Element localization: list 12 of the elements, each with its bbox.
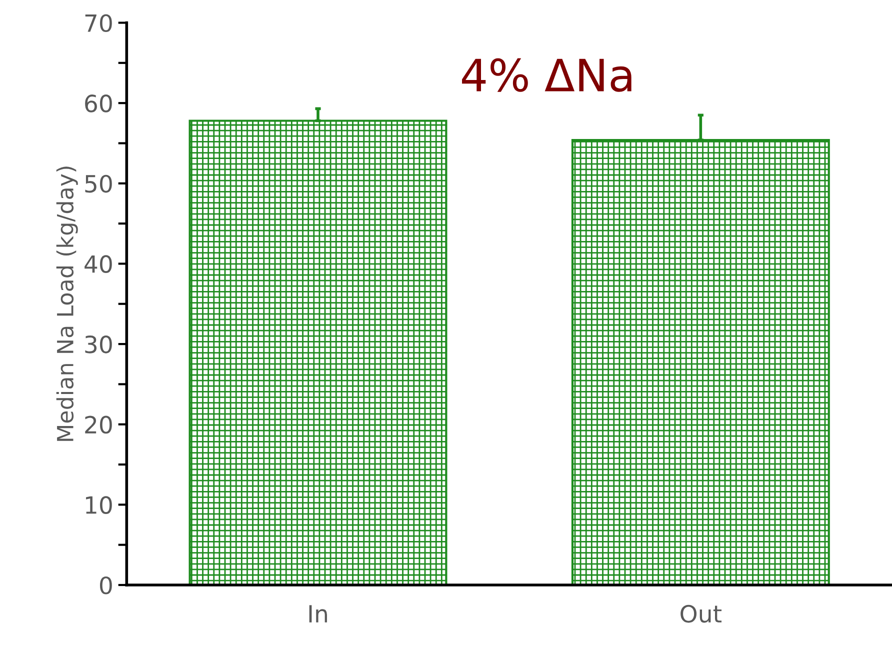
x-tick-label: In xyxy=(309,605,327,622)
y-axis-title: Median Na Load (kg/day) xyxy=(56,166,78,441)
y-tick-label: 40 xyxy=(84,255,112,274)
y-tick-label: 50 xyxy=(85,174,112,193)
x-tick-label: Out xyxy=(680,604,722,623)
annotation: 4% ΔNa xyxy=(462,58,632,92)
y-tick-label: 0 xyxy=(100,576,112,594)
y-tick-label: 60 xyxy=(85,94,112,112)
y-tick-label: 30 xyxy=(85,335,112,354)
y-tick-label: 20 xyxy=(85,416,112,434)
y-tick-label: 70 xyxy=(85,14,112,32)
y-tick-label: 10 xyxy=(86,496,112,514)
